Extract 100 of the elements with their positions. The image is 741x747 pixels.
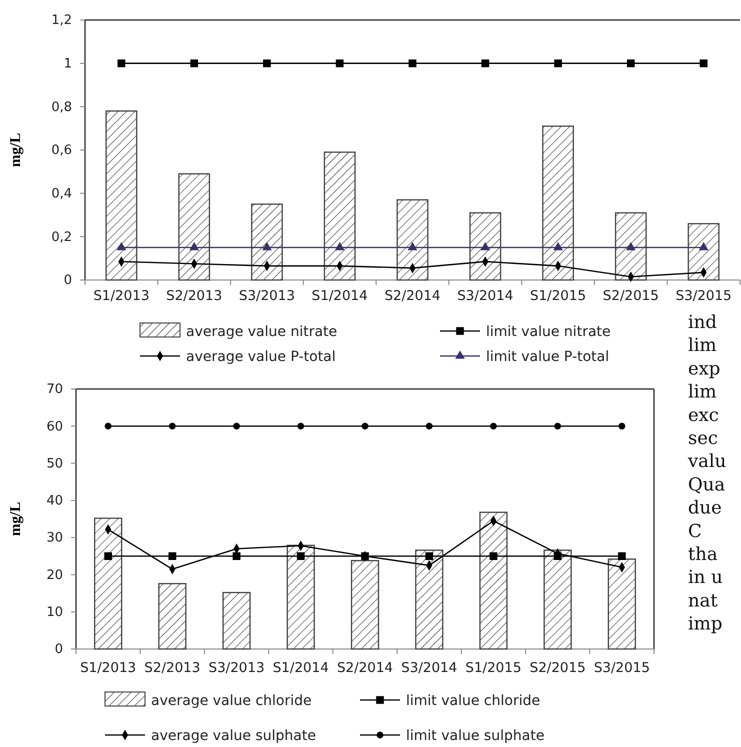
- text: sec: [688, 428, 718, 449]
- legend-label: average value chloride: [151, 693, 312, 709]
- x-tick-label: S3/2014: [401, 660, 458, 676]
- point: [190, 59, 198, 68]
- point: [263, 59, 271, 68]
- point: [232, 552, 240, 560]
- y-tick-label: 50: [46, 456, 63, 472]
- bar: [94, 518, 122, 650]
- text: in u: [688, 567, 723, 588]
- x-tick-label: S2/2013: [166, 288, 222, 304]
- text: exp: [688, 358, 720, 380]
- legend-label: average value sulphate: [151, 728, 316, 744]
- bar: [350, 560, 380, 650]
- x-tick-label: S2/2015: [602, 288, 659, 304]
- x-tick-label: S3/2015: [676, 288, 732, 304]
- point: [336, 59, 344, 68]
- y-tick-label: 30: [46, 530, 63, 546]
- legend-label: average value nitrate: [186, 324, 338, 340]
- text: tha: [688, 544, 718, 565]
- text: lim: [688, 335, 717, 356]
- legend-label: limit value P-total: [486, 349, 610, 365]
- point: [116, 242, 126, 250]
- point: [362, 422, 368, 430]
- point: [480, 242, 490, 250]
- point: [408, 242, 418, 250]
- point: [297, 422, 304, 430]
- bar: [415, 550, 444, 650]
- point: [426, 422, 433, 430]
- point: [425, 552, 434, 560]
- point: [554, 422, 562, 430]
- legend-label: limit value chloride: [406, 693, 540, 709]
- y-tick-label: 0,6: [51, 143, 72, 158]
- point: [481, 59, 490, 68]
- y-tick-label: 0,2: [51, 230, 72, 245]
- text: nat: [688, 590, 718, 612]
- text: ind: [688, 312, 717, 333]
- legend-label: limit value sulphate: [406, 728, 544, 744]
- x-tick-label: S1/2015: [530, 288, 586, 304]
- bar: [178, 173, 210, 281]
- y-axis-title: mg/L: [8, 132, 24, 168]
- y-tick-label: 0: [54, 642, 63, 658]
- y-tick-label: 1: [64, 56, 72, 72]
- x-tick-label: S3/2015: [594, 660, 650, 676]
- point: [618, 422, 626, 430]
- x-tick-label: S2/2014: [336, 660, 394, 676]
- x-tick-label: S2/2015: [530, 660, 586, 676]
- x-tick-label: S3/2013: [208, 660, 265, 676]
- y-tick-label: 40: [46, 494, 63, 509]
- point: [189, 242, 199, 250]
- point: [700, 59, 708, 68]
- point: [296, 552, 305, 560]
- bar: [479, 512, 508, 650]
- point: [554, 59, 562, 68]
- bar: [688, 223, 720, 281]
- text: imp: [688, 614, 722, 635]
- point: [490, 552, 498, 560]
- y-tick-label: 60: [46, 419, 63, 434]
- x-tick-label: S1/2014: [272, 660, 329, 676]
- point: [626, 59, 635, 68]
- point: [553, 242, 563, 250]
- text: Qua: [688, 474, 726, 496]
- bar: [469, 212, 502, 281]
- bar: [286, 544, 315, 650]
- point: [104, 422, 112, 430]
- y-tick-label: 10: [46, 605, 63, 620]
- y-tick-label: 70: [46, 382, 63, 398]
- text: C: [688, 520, 702, 542]
- text: exc: [688, 404, 719, 426]
- point: [408, 59, 416, 68]
- bar: [542, 126, 574, 281]
- bar: [396, 199, 428, 281]
- y-axis-title: mg/L: [8, 502, 24, 536]
- y-tick-label: 1,2: [51, 13, 72, 28]
- bar: [106, 110, 138, 281]
- point: [262, 242, 272, 250]
- x-tick-label: S1/2015: [465, 660, 522, 676]
- x-tick-label: S1/2013: [93, 288, 150, 304]
- x-tick-label: S3/2013: [238, 288, 295, 304]
- point: [626, 242, 636, 250]
- legend-label: limit value nitrate: [486, 324, 611, 340]
- point: [490, 422, 497, 430]
- point: [233, 422, 240, 430]
- x-tick-label: S2/2013: [144, 660, 200, 676]
- y-tick-label: 0,4: [51, 186, 72, 202]
- bar: [544, 550, 572, 650]
- point: [168, 552, 176, 560]
- point: [618, 552, 626, 560]
- point: [168, 422, 176, 430]
- y-tick-label: 20: [46, 568, 63, 583]
- point: [104, 552, 112, 560]
- point: [118, 59, 126, 68]
- bar: [608, 558, 636, 650]
- x-tick-label: S3/2014: [457, 288, 514, 304]
- text: lim: [688, 382, 717, 403]
- x-tick-label: S2/2014: [384, 288, 441, 304]
- bar: [158, 583, 186, 650]
- bar: [222, 592, 251, 650]
- bar: [251, 204, 283, 281]
- point: [334, 242, 345, 250]
- legend-label: average value P-total: [186, 349, 336, 365]
